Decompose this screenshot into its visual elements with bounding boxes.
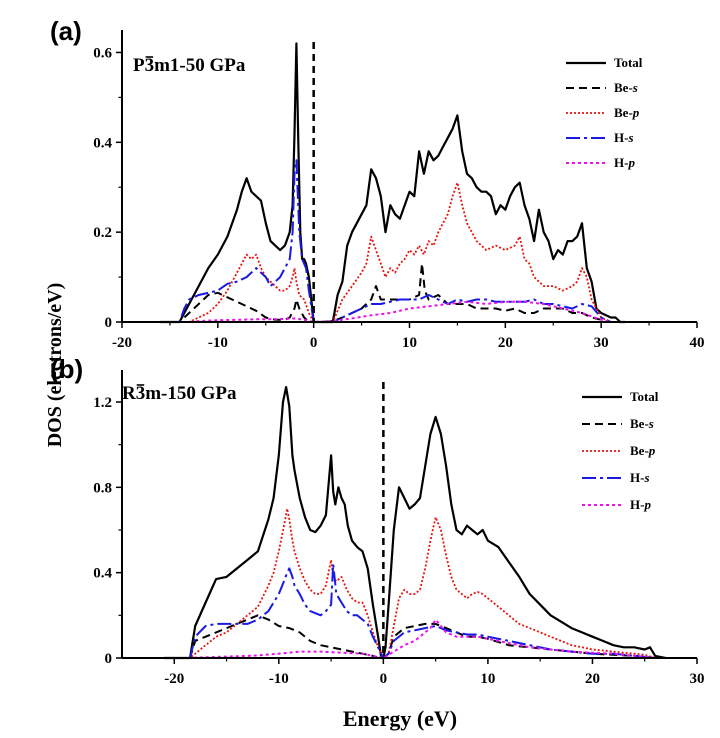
x-tick-label: -20 <box>112 335 132 351</box>
x-tick-label: 0 <box>310 335 318 351</box>
x-tick-label: -20 <box>164 671 184 687</box>
legend-entry-text: Be- <box>630 443 649 458</box>
x-tick-label: 40 <box>690 335 705 351</box>
title-overlined-digit: 3 <box>136 383 146 404</box>
panel-label: (b) <box>50 354 83 384</box>
title-part: R <box>122 383 136 404</box>
series-line-total <box>163 386 666 660</box>
legend-entry-text: H- <box>614 155 628 170</box>
series-line-h-s <box>163 563 656 659</box>
title-part: m-150 GPa <box>145 383 237 404</box>
y-tick-label: 0 <box>105 651 113 667</box>
y-tick-label: 0.4 <box>93 566 112 582</box>
y-tick-label: 1.2 <box>93 395 112 411</box>
legend-entry: Be-s <box>614 80 638 95</box>
x-tick-label: -10 <box>208 335 228 351</box>
series-line-h-p <box>160 300 612 323</box>
title-part: m1-50 GPa <box>154 55 246 76</box>
x-tick-label: 10 <box>402 335 417 351</box>
series-line-be-p <box>160 181 621 323</box>
legend-entry-text: Total <box>614 55 643 70</box>
legend-entry: H-p <box>630 497 651 512</box>
legend-entry: Be-p <box>614 105 640 120</box>
series-line-be-p <box>163 507 656 659</box>
legend-entry-orbital: s <box>648 416 654 431</box>
series-line-be-s <box>160 262 621 323</box>
series-line-h-s <box>160 159 612 323</box>
series-line-h-p <box>163 618 656 659</box>
y-tick-label: 0.2 <box>93 225 112 241</box>
x-tick-label: -10 <box>269 671 289 687</box>
legend-entry-orbital: p <box>648 443 656 458</box>
legend-entry: Be-p <box>630 443 656 458</box>
legend-entry: Be-s <box>630 416 654 431</box>
legend-entry-orbital: p <box>632 105 640 120</box>
panel-title: P3m1-50 GPa <box>133 55 246 76</box>
x-tick-label: 30 <box>690 671 705 687</box>
legend-entry-orbital: p <box>627 155 635 170</box>
y-axis-label: DOS (electrons/eV) <box>44 283 66 448</box>
y-tick-label: 0 <box>105 315 113 331</box>
legend-entry: Total <box>614 55 643 70</box>
legend-entry-text: H- <box>630 470 644 485</box>
title-overlined-digit: 3 <box>145 55 155 76</box>
x-tick-label: 10 <box>480 671 495 687</box>
legend-entry-text: Be- <box>630 416 649 431</box>
panel-label: (a) <box>50 16 82 46</box>
y-tick-label: 0.8 <box>93 480 112 496</box>
y-tick-label: 0.6 <box>93 45 112 61</box>
x-tick-label: 20 <box>498 335 513 351</box>
x-tick-label: 0 <box>380 671 388 687</box>
title-part: P <box>133 55 145 76</box>
x-tick-label: 30 <box>594 335 609 351</box>
legend-entry-text: H- <box>630 497 644 512</box>
legend-entry-text: H- <box>614 130 628 145</box>
legend-entry-text: Total <box>630 389 659 404</box>
series-line-total <box>160 42 626 324</box>
legend-entry: Total <box>630 389 659 404</box>
legend-entry-text: Be- <box>614 105 633 120</box>
legend-entry-orbital: p <box>643 497 651 512</box>
legend-entry-orbital: s <box>632 80 638 95</box>
y-tick-label: 0.4 <box>93 135 112 151</box>
x-axis-label: Energy (eV) <box>343 706 457 731</box>
legend-entry: H-p <box>614 155 635 170</box>
x-tick-label: 20 <box>585 671 600 687</box>
legend-entry: H-s <box>614 130 634 145</box>
panel-a: -20 -10 0 10 20 30 40 0 0.2 0.4 0.6 (a) P3m1-50 GPa T… <box>50 16 705 351</box>
legend-entry-orbital: s <box>627 130 633 145</box>
legend-entry-text: Be- <box>614 80 633 95</box>
legend-entry-orbital: s <box>643 470 649 485</box>
panel-b: -20 -10 0 10 20 30 0 0.4 0.8 1.2 (b) R3m-150 GPa Tot… <box>50 354 705 687</box>
panel-title: R3m-150 GPa <box>122 383 237 404</box>
legend-entry: H-s <box>630 470 650 485</box>
